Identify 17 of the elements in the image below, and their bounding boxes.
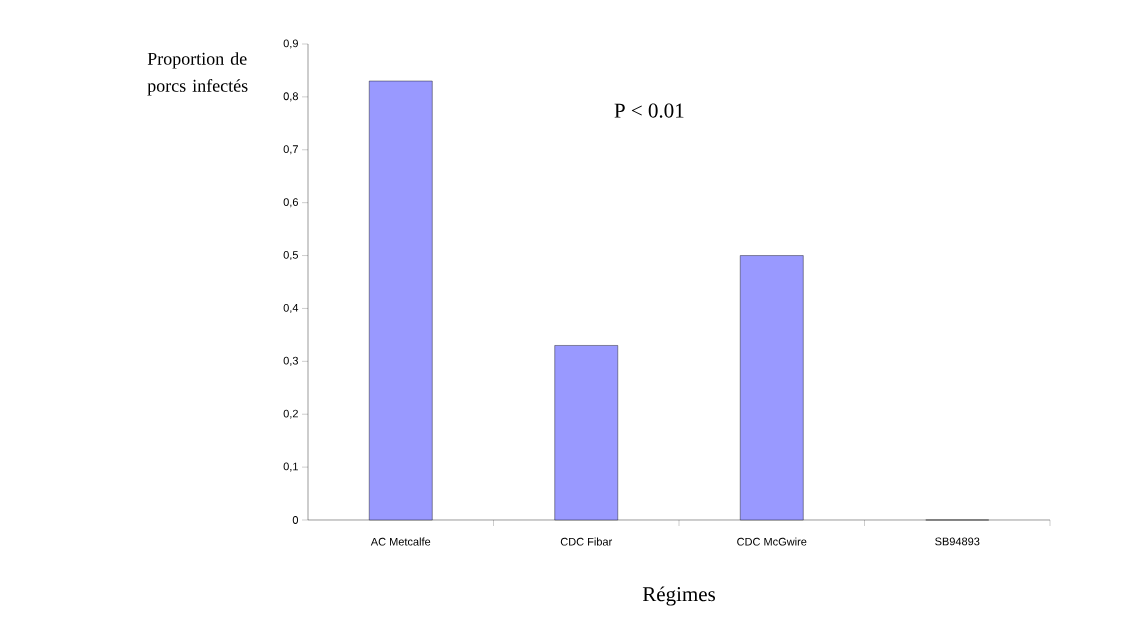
annotation: P < 0.01 xyxy=(614,103,684,118)
y-tick-label: 0,8 xyxy=(283,92,298,102)
x-tick-label: CDC Fibar xyxy=(560,537,613,546)
y-tick-label: 0,1 xyxy=(283,462,298,472)
x-tick-label: CDC McGwire xyxy=(737,537,807,546)
x-tick-label: AC Metcalfe xyxy=(370,537,431,546)
x-tick-label: SB94893 xyxy=(935,537,980,546)
y-tick-label: 0,2 xyxy=(283,409,298,419)
y-tick-label: 0,9 xyxy=(283,39,298,49)
y-tick-label: 0,3 xyxy=(283,356,298,366)
y-tick-label: 0,7 xyxy=(283,145,298,155)
x-axis-title: Régimes xyxy=(642,586,716,606)
y-axis-title: Proportion de porcs infectés xyxy=(147,52,248,96)
y-tick-label: 0,5 xyxy=(283,251,298,261)
y-tick-label: 0 xyxy=(292,516,299,524)
y-tick-label: 0,6 xyxy=(283,198,298,208)
y-tick-label: 0,4 xyxy=(283,303,299,313)
